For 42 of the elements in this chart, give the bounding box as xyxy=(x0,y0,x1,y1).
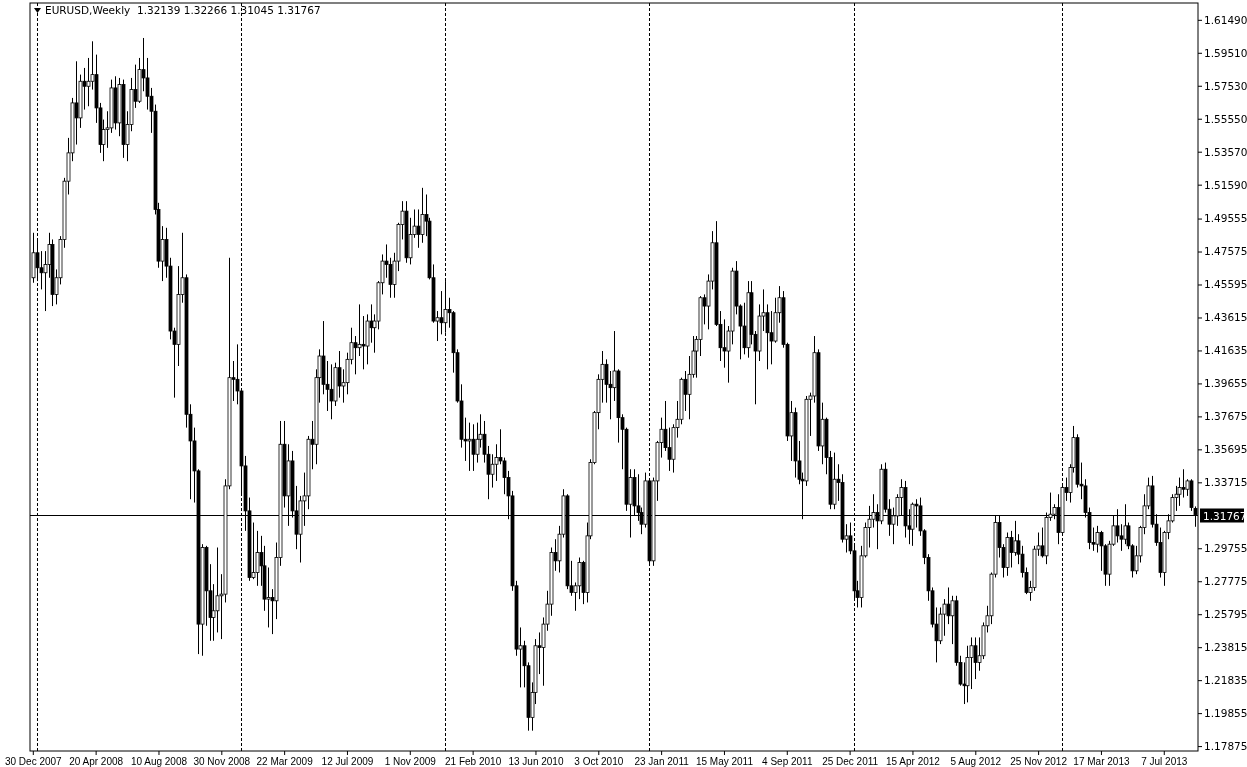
y-tick-label: 1.61490 xyxy=(1204,13,1247,26)
x-tick-label: 7 Jul 2013 xyxy=(1141,756,1188,767)
y-tick-label: 1.29755 xyxy=(1204,542,1247,555)
x-tick-label: 4 Sep 2011 xyxy=(762,756,813,767)
y-tick-label: 1.35695 xyxy=(1204,443,1247,456)
y-tick-label: 1.39655 xyxy=(1204,377,1247,390)
y-tick-label: 1.57530 xyxy=(1204,79,1247,92)
x-tick-label: 25 Nov 2012 xyxy=(1010,756,1068,767)
x-tick-label: 1 Nov 2009 xyxy=(384,756,437,767)
y-tick-label: 1.47575 xyxy=(1204,245,1247,258)
x-tick-label: 17 Mar 2013 xyxy=(1073,756,1130,767)
x-tick-label: 3 Oct 2010 xyxy=(574,756,624,767)
x-tick-label: 5 Aug 2012 xyxy=(950,756,1002,767)
x-tick-label: 10 Aug 2008 xyxy=(130,756,188,767)
y-tick-label: 1.41635 xyxy=(1204,344,1247,357)
y-tick-label: 1.27775 xyxy=(1204,575,1247,588)
x-tick-label: 30 Nov 2008 xyxy=(193,756,251,767)
x-tick-label: 23 Jan 2011 xyxy=(634,756,690,767)
y-tick-label: 1.33715 xyxy=(1204,476,1247,489)
y-tick-label: 1.21835 xyxy=(1204,674,1247,687)
x-tick-label: 15 May 2011 xyxy=(695,756,754,767)
chart-title: EURUSD,Weekly 1.32139 1.32266 1.31045 1.31767 xyxy=(45,4,321,16)
y-tick-label: 1.19855 xyxy=(1204,706,1247,719)
x-tick-label: 15 Apr 2012 xyxy=(885,756,941,767)
y-tick-label: 1.59510 xyxy=(1204,46,1247,59)
y-tick-label: 1.55550 xyxy=(1204,112,1247,125)
y-tick-label: 1.37675 xyxy=(1204,410,1247,423)
x-tick-label: 13 Jun 2010 xyxy=(508,756,564,767)
y-tick-label: 1.53570 xyxy=(1204,145,1247,158)
y-tick-label: 1.23815 xyxy=(1204,641,1247,654)
y-tick-label: 1.17875 xyxy=(1204,739,1247,752)
x-tick-label: 25 Dec 2011 xyxy=(822,756,879,767)
y-tick-label: 1.49555 xyxy=(1204,212,1247,225)
x-tick-label: 12 Jul 2009 xyxy=(321,756,374,767)
y-tick-label: 1.45595 xyxy=(1204,278,1247,291)
x-tick-label: 21 Feb 2010 xyxy=(445,756,502,767)
x-tick-label: 30 Dec 2007 xyxy=(4,756,63,767)
y-tick-label: 1.51590 xyxy=(1204,178,1247,191)
x-tick-label: 20 Apr 2008 xyxy=(69,756,124,767)
y-tick-label: 1.25795 xyxy=(1204,608,1247,621)
x-tick-label: 22 Mar 2009 xyxy=(256,756,314,767)
y-tick-label: 1.43615 xyxy=(1204,311,1247,324)
